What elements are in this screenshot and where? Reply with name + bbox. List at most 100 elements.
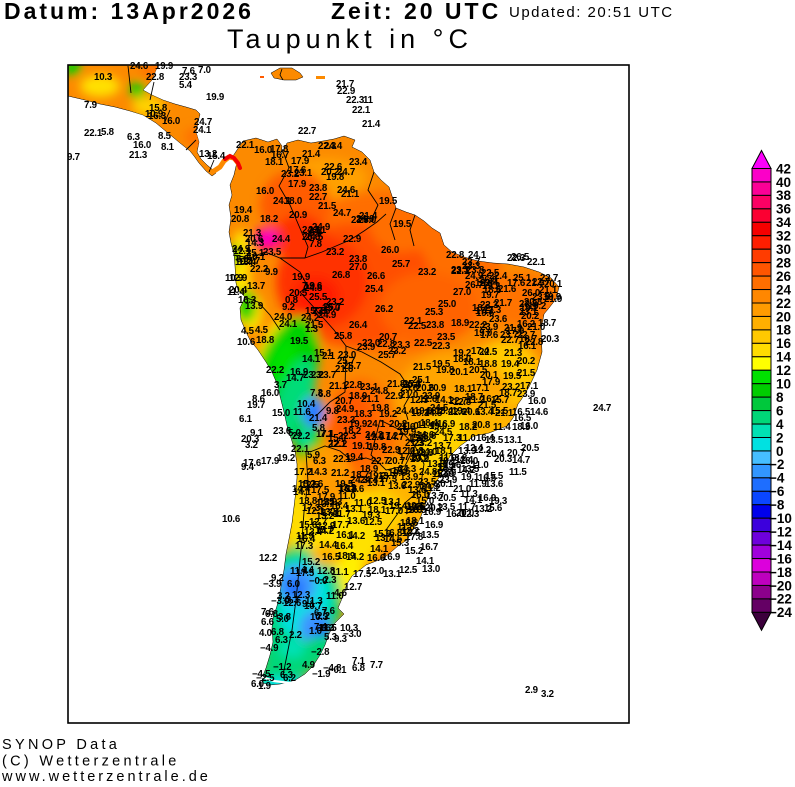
svg-text:26.5: 26.5	[511, 252, 530, 263]
svg-text:22.6: 22.6	[448, 407, 467, 418]
svg-text:24.1: 24.1	[273, 196, 292, 207]
svg-text:5.8: 5.8	[101, 127, 115, 138]
svg-text:15.7: 15.7	[491, 395, 509, 406]
svg-text:23.1: 23.1	[294, 168, 313, 179]
svg-text:22.8: 22.8	[146, 72, 165, 83]
svg-text:22.7: 22.7	[501, 335, 519, 346]
svg-text:19.2: 19.2	[528, 301, 546, 312]
svg-text:6.7: 6.7	[314, 608, 327, 619]
svg-text:8.1: 8.1	[161, 142, 175, 153]
svg-text:13.6: 13.6	[407, 502, 426, 513]
svg-text:25.7: 25.7	[337, 356, 355, 367]
svg-text:15.1: 15.1	[298, 479, 317, 490]
svg-text:22.9: 22.9	[343, 234, 362, 245]
svg-text:7.4: 7.4	[314, 622, 328, 633]
svg-text:14.3: 14.3	[246, 238, 265, 249]
svg-text:26.8: 26.8	[332, 270, 351, 281]
svg-text:12.6: 12.6	[305, 479, 324, 490]
svg-text:24.8: 24.8	[419, 467, 438, 478]
svg-text:12.3: 12.3	[410, 395, 429, 406]
svg-text:21.6: 21.6	[335, 364, 354, 375]
svg-text:26.0: 26.0	[381, 245, 399, 256]
svg-text:13.5: 13.5	[402, 528, 421, 539]
svg-text:18.8: 18.8	[479, 359, 498, 370]
svg-text:11.5: 11.5	[509, 467, 527, 478]
svg-text:19.6: 19.6	[392, 466, 411, 477]
svg-text:20.3: 20.3	[541, 334, 560, 345]
svg-text:22.4: 22.4	[489, 271, 508, 282]
svg-text:22.1: 22.1	[236, 140, 255, 151]
svg-text:−12: −12	[769, 524, 792, 539]
svg-text:10: 10	[776, 377, 791, 392]
svg-text:(C) Wetterzentrale: (C) Wetterzentrale	[2, 754, 180, 770]
svg-text:13.6: 13.6	[408, 485, 427, 496]
svg-text:12.0: 12.0	[397, 446, 415, 457]
svg-text:17.3: 17.3	[379, 474, 398, 485]
svg-text:17.4: 17.4	[471, 346, 490, 357]
svg-text:16.7: 16.7	[519, 334, 537, 345]
svg-text:22.8: 22.8	[525, 337, 544, 348]
svg-text:22.1: 22.1	[527, 257, 546, 268]
svg-text:22.5: 22.5	[414, 338, 433, 349]
svg-text:15.7: 15.7	[305, 306, 323, 317]
svg-text:22.9: 22.9	[337, 86, 356, 97]
svg-text:16.9: 16.9	[423, 507, 442, 518]
svg-text:21.0: 21.0	[453, 484, 471, 495]
svg-text:17.8: 17.8	[270, 144, 289, 155]
svg-text:−2.8: −2.8	[311, 647, 330, 658]
svg-text:6.1: 6.1	[239, 414, 253, 425]
svg-text:5.3: 5.3	[324, 632, 338, 643]
svg-text:24.3: 24.3	[350, 475, 369, 486]
svg-text:22.7: 22.7	[540, 273, 558, 284]
svg-text:22: 22	[776, 296, 791, 311]
svg-text:21.5: 21.5	[413, 362, 432, 373]
svg-text:34: 34	[776, 215, 792, 230]
svg-text:17.9: 17.9	[506, 326, 525, 337]
svg-text:20.6: 20.6	[416, 383, 435, 394]
svg-text:6.6: 6.6	[261, 617, 275, 628]
svg-text:15.4: 15.4	[207, 151, 226, 162]
svg-text:11.0: 11.0	[326, 591, 344, 602]
svg-text:13.8: 13.8	[449, 453, 468, 464]
svg-text:12.2: 12.2	[473, 445, 491, 456]
svg-text:18.9: 18.9	[360, 464, 379, 475]
svg-text:24.4: 24.4	[360, 475, 379, 486]
svg-text:17.6: 17.6	[480, 330, 499, 341]
svg-text:20.4: 20.4	[229, 285, 248, 296]
svg-text:−14: −14	[769, 538, 792, 553]
svg-text:11.2: 11.2	[423, 483, 441, 494]
svg-text:25.1: 25.1	[513, 273, 532, 284]
svg-text:13.8: 13.8	[299, 496, 318, 507]
svg-text:22.3: 22.3	[318, 141, 337, 152]
svg-text:7.7: 7.7	[370, 660, 383, 671]
svg-text:−4: −4	[769, 471, 785, 486]
svg-text:22.1: 22.1	[84, 128, 103, 139]
svg-text:24.9: 24.9	[232, 244, 251, 255]
svg-text:16.0: 16.0	[446, 509, 464, 520]
svg-text:17.7: 17.7	[332, 520, 350, 531]
svg-text:21.1: 21.1	[495, 408, 514, 419]
svg-text:21.4: 21.4	[362, 119, 381, 130]
svg-text:20.1: 20.1	[480, 370, 499, 381]
svg-text:13.1: 13.1	[383, 569, 402, 580]
svg-text:11.7: 11.7	[458, 502, 476, 513]
svg-text:21.4: 21.4	[302, 149, 321, 160]
svg-text:14.1: 14.1	[464, 495, 483, 506]
svg-text:25.7: 25.7	[323, 302, 341, 313]
svg-text:14.1: 14.1	[293, 487, 312, 498]
svg-text:19.6: 19.6	[443, 460, 462, 471]
svg-text:23.2: 23.2	[502, 382, 520, 393]
svg-text:19.3: 19.3	[411, 408, 430, 419]
svg-text:18.2: 18.2	[459, 422, 477, 433]
svg-text:21.3: 21.3	[405, 438, 424, 449]
svg-text:16.0: 16.0	[261, 388, 279, 399]
svg-text:13.1: 13.1	[383, 497, 402, 508]
svg-text:18.1: 18.1	[463, 357, 482, 368]
svg-text:23.8: 23.8	[309, 183, 328, 194]
svg-text:13.7: 13.7	[375, 533, 393, 544]
svg-text:20.7: 20.7	[507, 448, 525, 459]
svg-text:14.2: 14.2	[457, 465, 475, 476]
svg-text:21.7: 21.7	[336, 79, 354, 90]
svg-text:23.5: 23.5	[263, 247, 282, 258]
svg-text:13.6: 13.6	[347, 516, 366, 527]
